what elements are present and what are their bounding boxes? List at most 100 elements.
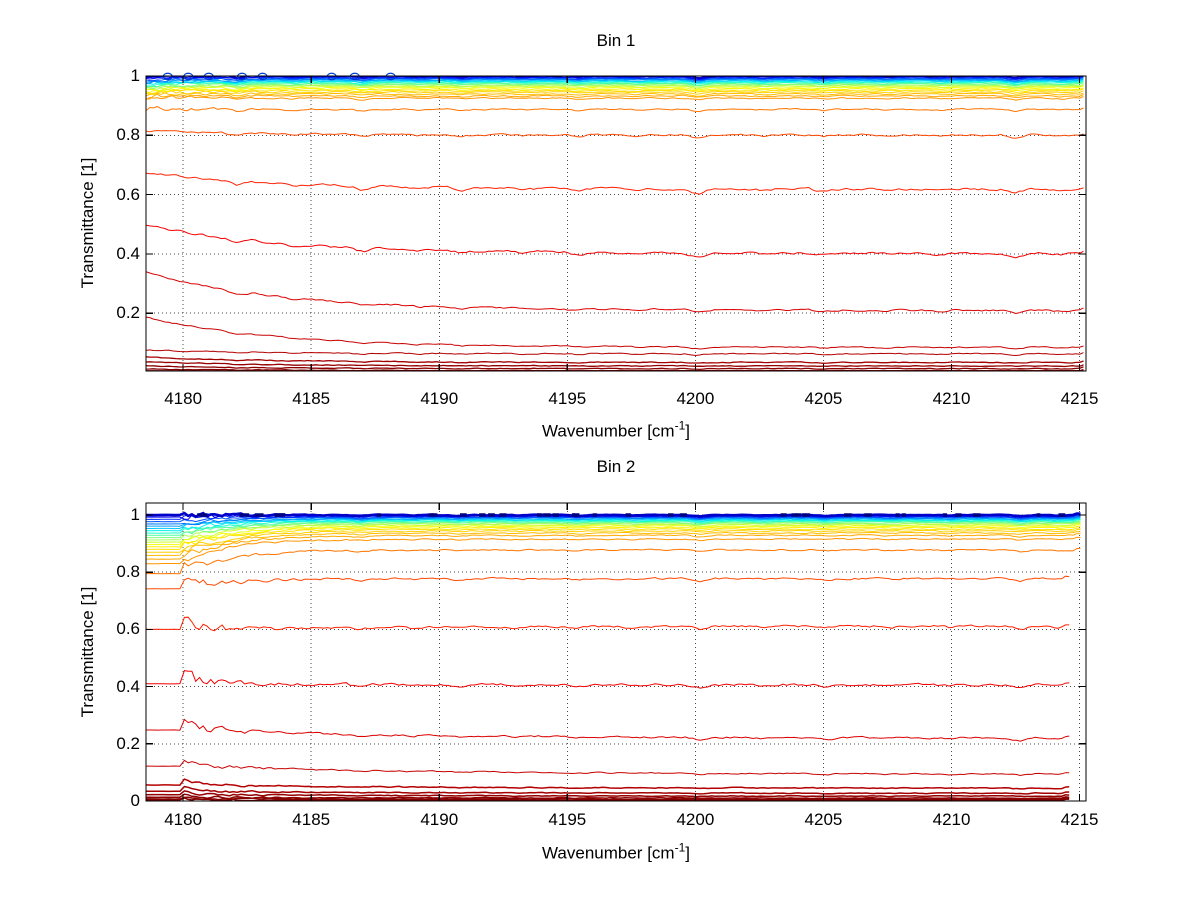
x-tick-label-bin2-4215: 4215 [1060,810,1099,829]
spectrum-line-bin1-7 [146,79,1084,85]
spectrum-line-bin1-10 [146,82,1084,89]
spectrum-line-bin2-27 [146,785,1070,795]
axes-box-bin2 [145,502,1087,802]
x-tick-label-bin1-4205: 4205 [804,389,843,408]
xlabel-superscript: -1 [674,418,686,433]
spectrum-line-bin1-14 [146,87,1084,94]
spectrum-line-bin2-12 [146,522,1081,543]
spectrum-line-bin1-16 [146,90,1084,96]
spectrum-line-bin2-28 [146,790,1070,798]
y-tick-label-bin2-0: 0 [130,791,140,810]
subplot2-title: Bin 2 [596,457,636,476]
axes-box-bin1 [145,75,1087,372]
spectrum-line-bin2-5 [146,516,1081,527]
x-tick-label-bin1-4210: 4210 [932,389,971,408]
spectrum-line-bin2-14 [146,525,1081,548]
spectrum-line-bin2-8 [146,519,1081,534]
x-tick-label-bin2-4200: 4200 [676,810,715,829]
subplot2-xaxis-label: Wavenumber [cm-1] [542,841,690,864]
spectrum-line-bin2-17 [146,531,1081,557]
spectra-bin2 [146,511,1081,801]
spectrum-line-bin1-11 [146,83,1084,90]
x-tick-label-bin1-4185: 4185 [292,389,331,408]
spectrum-line-bin2-26 [146,778,1070,790]
spectrum-line-bin2-22 [146,616,1070,632]
spectrum-line-bin2-9 [146,520,1081,536]
spectrum-line-bin2-19 [146,536,1081,565]
spectrum-line-bin2-15 [146,527,1081,550]
spectrum-line-bin1-23 [146,224,1084,259]
spectrum-line-bin1-28 [146,361,1084,368]
x-tick-label-bin1-4180: 4180 [164,389,203,408]
spectrum-line-bin2-23 [146,670,1070,689]
xlabel-close: ] [685,421,690,441]
spectrum-line-bin2-20 [146,547,1081,575]
xlabel-text: Wavenumber [cm [542,843,675,863]
y-tick-label-bin1-0.2: 0.2 [116,303,140,323]
spectrum-line-bin2-0 [146,511,1081,519]
spectrum-line-bin1-15 [146,88,1084,95]
spectrum-line-bin1-17 [146,92,1084,97]
spectrum-line-bin1-2 [146,76,1084,81]
x-tick-label-bin2-4205: 4205 [804,810,843,829]
spectrum-line-bin2-29 [146,793,1070,800]
spectra-bin1 [146,76,1084,371]
spectrum-line-bin1-22 [146,172,1084,195]
spectrum-line-bin1-8 [146,80,1084,87]
spectrum-line-bin1-24 [146,271,1084,315]
subplot1-yaxis-label: Transmittance [1] [78,157,97,289]
subplot1-title: Bin 1 [596,31,636,50]
line-dash-markers-bin1 [240,76,998,78]
grid-bin2 [146,503,1086,801]
spectrum-line-bin1-19 [146,95,1084,101]
spectrum-line-bin2-24 [146,718,1070,742]
x-tick-label-bin2-4190: 4190 [420,810,459,829]
xlabel-text: Wavenumber [cm [542,421,675,441]
spectrum-line-bin1-18 [146,93,1084,100]
y-tick-label-bin2-0.2: 0.2 [116,733,140,753]
spectrum-line-bin1-4 [146,77,1084,83]
xlabel-superscript: -1 [674,840,686,855]
spectrum-line-bin2-11 [146,521,1081,541]
spectrum-line-bin1-29 [146,365,1084,371]
x-tick-label-bin1-4195: 4195 [548,389,587,408]
spectrum-line-bin2-16 [146,528,1081,553]
y-tick-label-bin2-1: 1 [130,505,140,524]
xlabel-close: ] [685,843,690,863]
y-tick-label-bin1-1: 1 [130,66,140,85]
x-tick-label-bin2-4180: 4180 [164,810,203,829]
spectrum-line-bin2-18 [146,533,1081,560]
spectrum-line-bin2-10 [146,521,1081,539]
x-tick-label-bin2-4210: 4210 [932,810,971,829]
spectrum-line-bin2-30 [146,796,1070,801]
spectrum-line-bin1-13 [146,85,1084,92]
subplot2-yaxis-label: Transmittance [1] [78,586,97,718]
x-tick-label-bin1-4190: 4190 [420,389,459,408]
y-tick-label-bin1-0.4: 0.4 [116,243,140,263]
spectrum-line-bin1-20 [146,106,1084,113]
x-tick-label-bin2-4185: 4185 [292,810,331,829]
x-tick-label-bin1-4215: 4215 [1060,389,1099,408]
spectrum-line-bin1-12 [146,84,1084,90]
subplot1-xaxis-label: Wavenumber [cm-1] [542,419,690,442]
y-tick-label-bin2-0.4: 0.4 [116,676,140,696]
spectrum-line-bin1-26 [146,349,1084,357]
y-tick-label-bin1-0.8: 0.8 [116,125,140,145]
spectrum-line-bin2-21 [146,575,1070,590]
spectrum-line-bin1-6 [146,78,1084,84]
grid-bin1 [146,75,1086,371]
spectrum-line-bin2-25 [146,759,1070,777]
y-tick-label-bin2-0.8: 0.8 [116,562,140,582]
x-tick-label-bin2-4195: 4195 [548,810,587,829]
spectrum-line-bin1-21 [146,129,1084,139]
y-tick-label-bin1-0.6: 0.6 [116,184,140,204]
spectrum-line-bin1-25 [146,316,1084,350]
spectrum-line-bin1-27 [146,356,1084,364]
line-dash-markers-bin2 [197,513,1066,517]
y-tick-label-bin2-0.6: 0.6 [116,619,140,639]
spectrum-line-bin2-13 [146,524,1081,546]
x-tick-label-bin1-4200: 4200 [676,389,715,408]
spectrum-line-bin2-7 [146,518,1081,532]
